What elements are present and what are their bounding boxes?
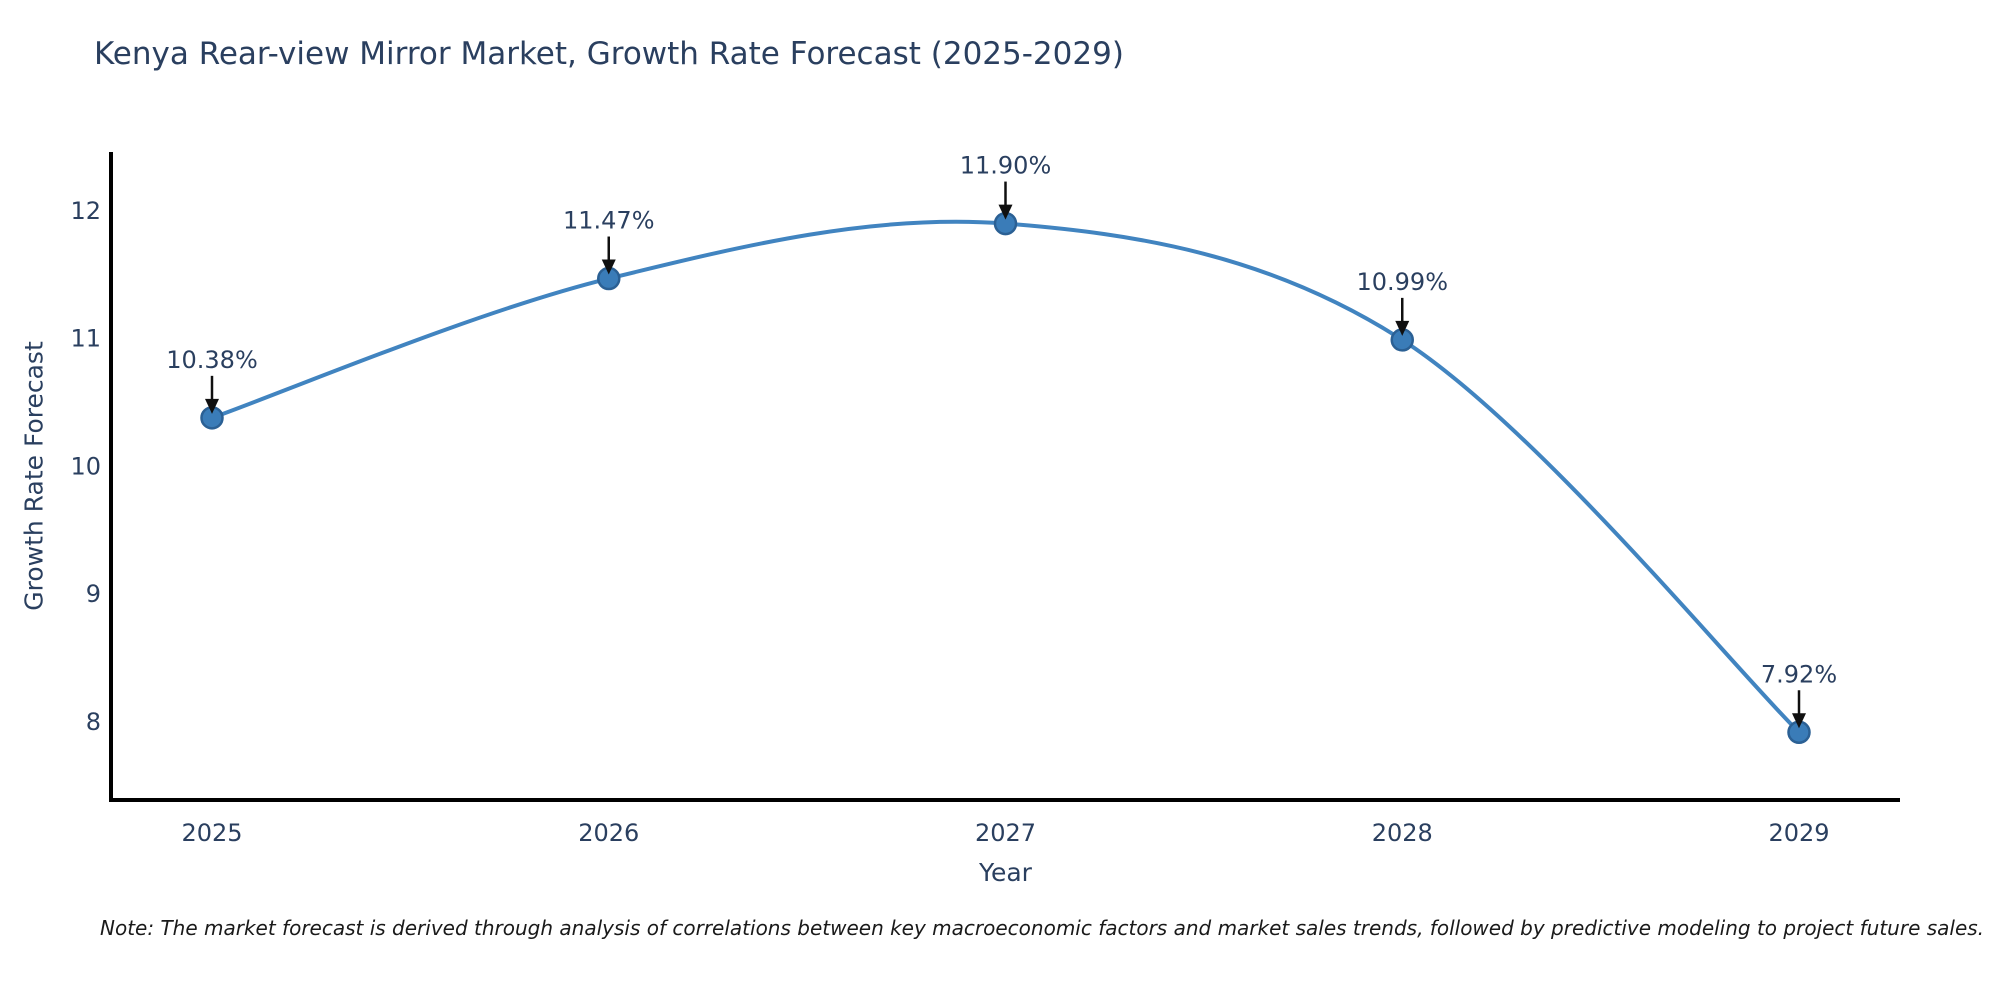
x-tick-label: 2029 xyxy=(1768,819,1829,847)
x-tick-label: 2028 xyxy=(1372,819,1433,847)
y-axis-title: Growth Rate Forecast xyxy=(19,341,49,611)
point-value-label: 11.47% xyxy=(563,207,655,235)
y-tick-label: 10 xyxy=(70,452,101,480)
x-axis-title: Year xyxy=(979,858,1032,887)
y-tick-label: 11 xyxy=(70,325,101,353)
chart-title: Kenya Rear-view Mirror Market, Growth Ra… xyxy=(94,36,1124,72)
y-tick-label: 12 xyxy=(70,197,101,225)
point-value-label: 10.38% xyxy=(166,346,258,374)
point-value-label: 11.90% xyxy=(960,152,1052,180)
note-text: Note: The market forecast is derived thr… xyxy=(100,916,1985,940)
y-tick-label: 9 xyxy=(86,580,101,608)
x-tick-label: 2026 xyxy=(578,819,639,847)
annotation-arrowhead xyxy=(998,204,1013,220)
annotation-arrowhead xyxy=(205,398,219,414)
annotation-arrowhead xyxy=(1792,713,1806,729)
point-value-label: 7.92% xyxy=(1761,660,1837,688)
point-value-label: 10.99% xyxy=(1356,268,1448,296)
x-tick-label: 2027 xyxy=(975,819,1036,847)
forecast-line xyxy=(210,219,1801,735)
y-tick-label: 8 xyxy=(86,708,101,736)
annotation-arrowhead xyxy=(601,259,616,275)
annotation-arrowhead xyxy=(1395,320,1410,336)
x-tick-label: 2025 xyxy=(181,819,242,847)
